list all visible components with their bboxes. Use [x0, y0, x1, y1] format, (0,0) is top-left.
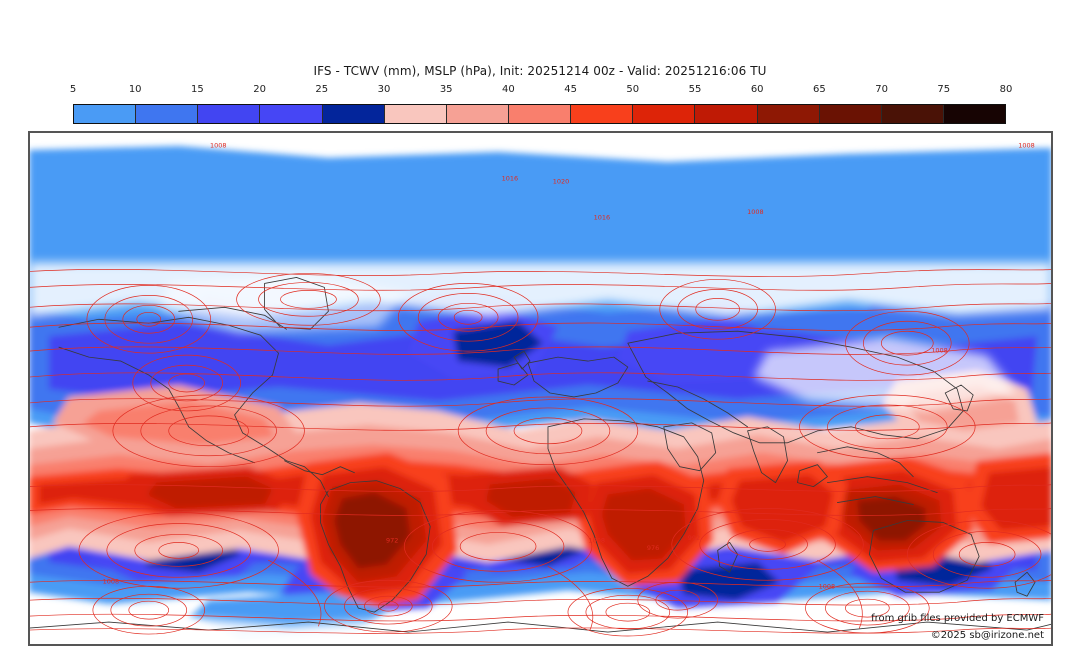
colorbar-tick-20: 20 — [253, 84, 266, 95]
mslp-label: 1008 — [210, 141, 226, 149]
map-canvas[interactable]: 1008 1016 1020 1008 1008 1016 1008 972 1008 992 97… — [28, 131, 1053, 646]
colorbar-segment-30-35 — [384, 105, 447, 123]
colorbar-tick-70: 70 — [875, 84, 888, 95]
colorbar-tick-45: 45 — [564, 84, 577, 95]
mslp-label: 992 — [688, 534, 700, 542]
colorbar-tick-15: 15 — [191, 84, 204, 95]
colorbar-segment-5-10 — [74, 105, 137, 123]
colorbar-segments — [73, 104, 1006, 124]
mslp-label: 1008 — [589, 536, 605, 544]
colorbar-tick-40: 40 — [502, 84, 515, 95]
colorbar-segment-20-25 — [260, 105, 323, 123]
colorbar-tick-60: 60 — [750, 84, 764, 95]
colorbar-segment-55-60 — [695, 105, 758, 123]
colorbar-tick-30: 30 — [377, 84, 391, 95]
colorbar-tick-10: 10 — [128, 84, 142, 95]
mslp-label: 1008 — [747, 208, 763, 216]
colorbar-segment-25-30 — [322, 105, 385, 123]
colorbar-tick-35: 35 — [439, 84, 453, 95]
colorbar-segment-15-20 — [198, 105, 261, 123]
colorbar-tick-5: 5 — [69, 84, 77, 95]
copyright-credit: ©2025 sb@irizone.net — [930, 630, 1044, 641]
mslp-contour-labels: 1008 1016 1020 1008 1008 1016 1008 972 1008 992 97… — [103, 141, 1035, 590]
colorbar-segment-75-80 — [943, 105, 1006, 123]
mslp-label: 1016 — [594, 213, 610, 221]
mslp-label: 1020 — [553, 177, 569, 185]
colorbar — [73, 104, 1006, 124]
colorbar-segment-50-55 — [633, 105, 696, 123]
colorbar-segment-65-70 — [819, 105, 882, 123]
colorbar-tick-50: 50 — [626, 84, 640, 95]
mslp-label: 1008 — [931, 347, 947, 355]
mslp-label: 1008 — [1018, 141, 1034, 149]
mslp-label: 1008 — [819, 583, 835, 591]
mslp-label: 976 — [647, 544, 659, 552]
coastlines — [29, 277, 1052, 633]
page-title: IFS - TCWV (mm), MSLP (hPa), Init: 20251… — [313, 64, 767, 78]
colorbar-segment-70-75 — [881, 105, 944, 123]
mslp-label: 1008 — [103, 577, 119, 585]
colorbar-tick-65: 65 — [813, 84, 826, 95]
mslp-label: 972 — [386, 536, 398, 544]
colorbar-tick-labels: 5 10 15 20 25 30 35 40 45 50 55 60 65 70 75 80 — [69, 84, 1013, 100]
map-svg: 1008 1016 1020 1008 1008 1016 1008 972 1008 992 97… — [29, 132, 1052, 645]
mslp-contours — [29, 269, 1052, 637]
data-source-credit: from grib files provided by ECMWF — [871, 613, 1044, 624]
colorbar-segment-40-45 — [508, 105, 572, 123]
colorbar-tick-75: 75 — [937, 84, 951, 95]
colorbar-tick-55: 55 — [688, 84, 702, 95]
colorbar-segment-45-50 — [571, 105, 634, 123]
colorbar-segment-60-65 — [757, 105, 820, 123]
colorbar-tick-25: 25 — [315, 84, 329, 95]
mslp-label: 1016 — [502, 175, 518, 183]
colorbar-tick-80: 80 — [999, 84, 1013, 95]
colorbar-segment-35-40 — [446, 105, 509, 123]
colorbar-segment-10-15 — [136, 105, 199, 123]
